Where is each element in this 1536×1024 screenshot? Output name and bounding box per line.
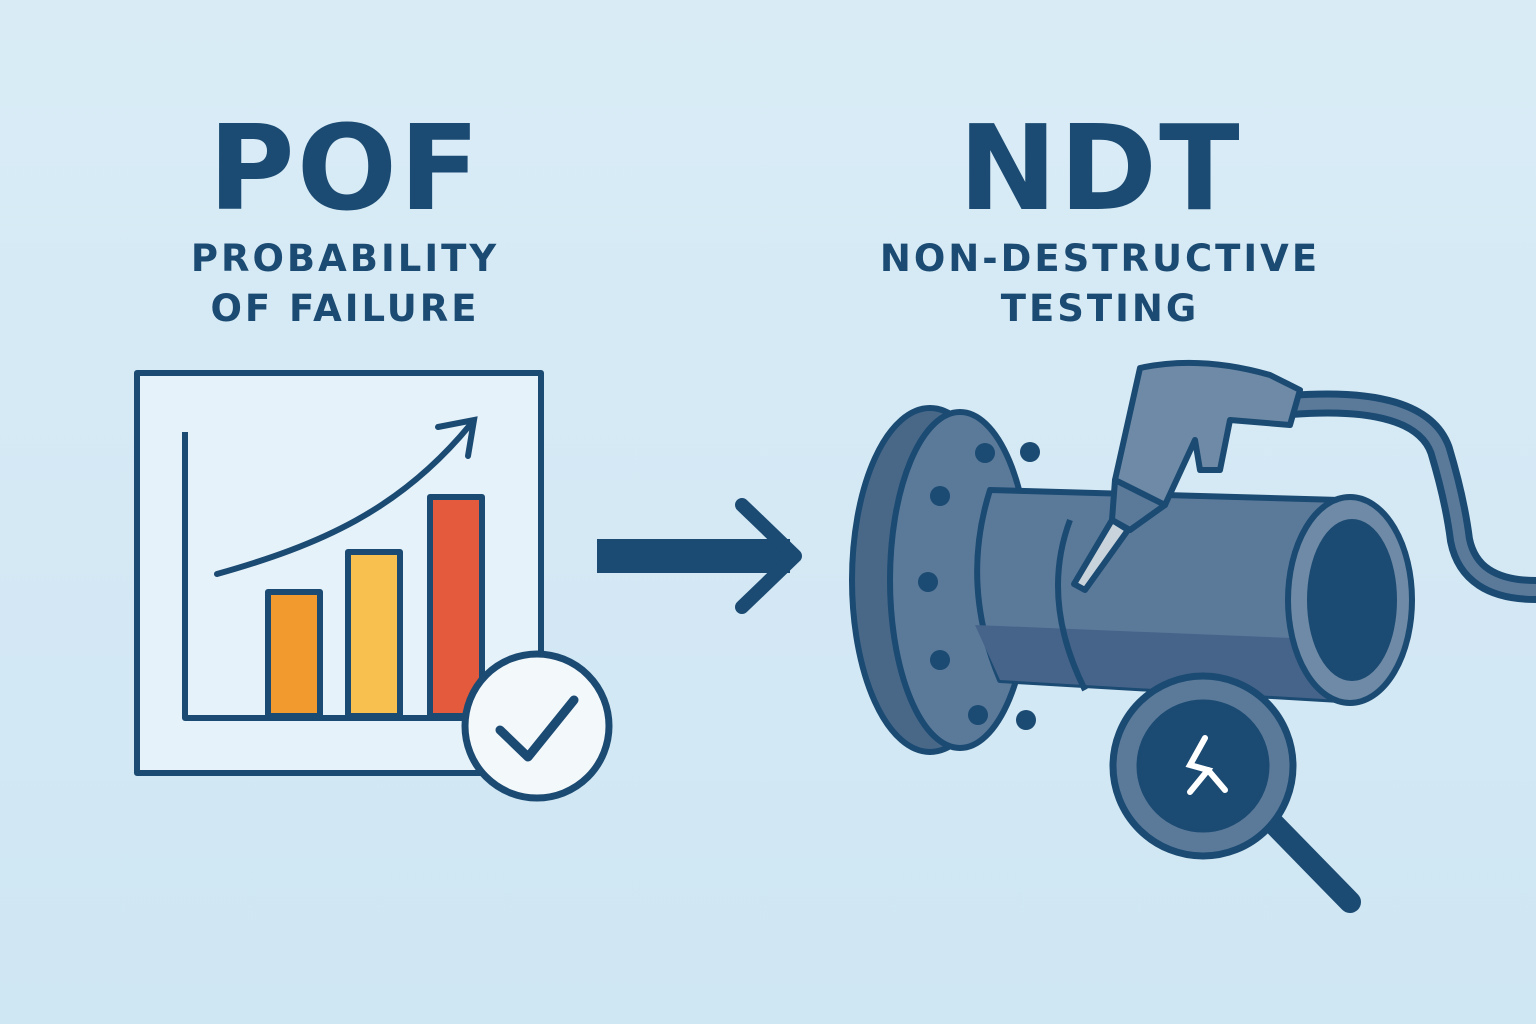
check-badge-icon xyxy=(461,650,613,802)
pof-subtitle-line2: OF FAILURE xyxy=(210,287,480,330)
bar-2 xyxy=(345,549,403,719)
ultrasonic-probe-icon xyxy=(1071,359,1536,603)
pof-title: POF xyxy=(208,99,482,237)
ndt-title: NDT xyxy=(958,99,1242,237)
ndt-subtitle-line2: TESTING xyxy=(1000,287,1200,330)
right-arrow-icon xyxy=(597,498,802,614)
bar-1 xyxy=(265,589,323,719)
magnifier-crack-icon xyxy=(1109,672,1361,913)
bar-3 xyxy=(427,494,485,719)
pipe-flange-icon xyxy=(849,405,1415,755)
ndt-subtitle-line1: NON-DESTRUCTIVE xyxy=(879,237,1321,280)
pof-subtitle-line1: PROBABILITY xyxy=(190,237,500,280)
trend-arrow-icon xyxy=(214,416,478,577)
